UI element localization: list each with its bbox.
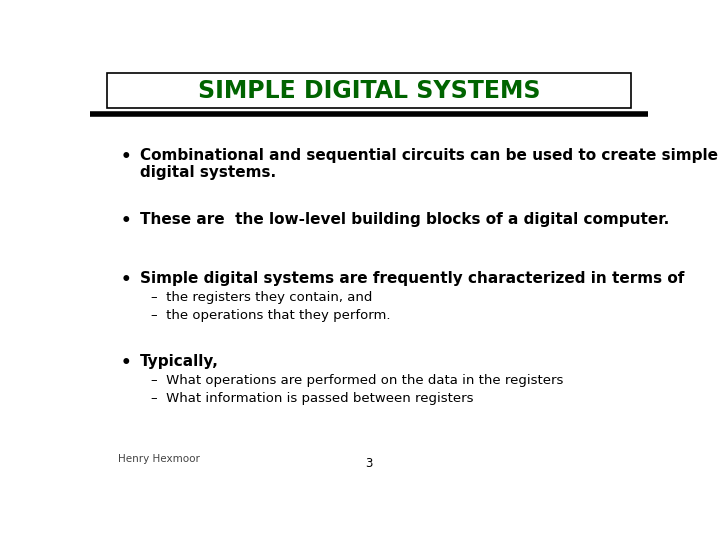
- Text: Typically,: Typically,: [140, 354, 219, 369]
- Text: •: •: [121, 271, 131, 288]
- Text: These are  the low-level building blocks of a digital computer.: These are the low-level building blocks …: [140, 212, 670, 227]
- Text: –  What operations are performed on the data in the registers: – What operations are performed on the d…: [151, 374, 564, 387]
- Text: Henry Hexmoor: Henry Hexmoor: [118, 454, 199, 464]
- Text: –  What information is passed between registers: – What information is passed between reg…: [151, 392, 474, 405]
- Text: –  the registers they contain, and: – the registers they contain, and: [151, 291, 373, 303]
- Text: •: •: [121, 354, 131, 372]
- Text: •: •: [121, 212, 131, 231]
- Text: 3: 3: [365, 457, 373, 470]
- Text: •: •: [121, 148, 131, 166]
- Text: SIMPLE DIGITAL SYSTEMS: SIMPLE DIGITAL SYSTEMS: [198, 79, 540, 103]
- Text: Combinational and sequential circuits can be used to create simple
digital syste: Combinational and sequential circuits ca…: [140, 148, 719, 180]
- Text: –  the operations that they perform.: – the operations that they perform.: [151, 309, 391, 322]
- FancyBboxPatch shape: [107, 73, 631, 109]
- Text: Simple digital systems are frequently characterized in terms of: Simple digital systems are frequently ch…: [140, 271, 685, 286]
